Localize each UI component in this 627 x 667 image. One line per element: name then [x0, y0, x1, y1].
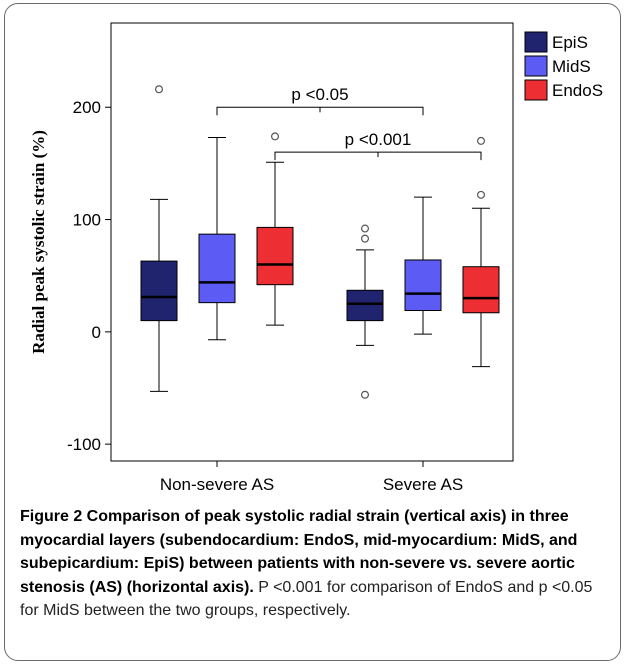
x-tick-label: Severe AS	[383, 475, 463, 494]
box-mids-1	[404, 196, 442, 335]
y-axis: -100 0 100 200	[67, 98, 111, 454]
outlier-point	[361, 224, 370, 233]
legend-label: MidS	[552, 57, 591, 76]
box-iqr	[256, 226, 294, 286]
significance-bracket-0: p <0.05	[216, 85, 424, 116]
y-axis-label: Radial peak systolic strain (%)	[29, 130, 48, 354]
box-series	[140, 85, 500, 399]
legend-item-endos: EndoS	[524, 79, 603, 101]
box-endos-1	[462, 136, 500, 368]
box-iqr	[404, 259, 442, 312]
box-endos-0	[256, 132, 294, 326]
outlier-point	[361, 390, 370, 399]
box-iqr	[462, 266, 500, 314]
y-tick-label: 0	[92, 323, 101, 342]
legend-swatch	[524, 55, 548, 77]
box-iqr	[140, 260, 178, 322]
legend-label: EpiS	[552, 33, 588, 52]
significance-label: p <0.001	[345, 130, 412, 149]
significance-bracket-1: p <0.001	[274, 130, 482, 161]
box-iqr	[198, 233, 236, 304]
outlier-point	[155, 85, 164, 94]
box-iqr	[346, 289, 384, 322]
legend-swatch	[524, 79, 548, 101]
x-tick-label: Non-severe AS	[160, 475, 274, 494]
legend-label: EndoS	[552, 81, 603, 100]
y-tick-label: 200	[73, 98, 101, 117]
plot-area	[110, 22, 514, 462]
box-mids-0	[198, 137, 236, 341]
caption-body: P <0.001 for comparison of EndoS and p <…	[20, 578, 593, 620]
figure-caption: Figure 2 Comparison of peak systolic rad…	[20, 505, 608, 623]
legend-swatch	[524, 31, 548, 53]
significance-label: p <0.05	[291, 85, 348, 104]
box-epis-0	[140, 85, 178, 392]
legend-item-mids: MidS	[524, 55, 591, 77]
box-epis-1	[346, 224, 384, 399]
y-tick-label: -100	[67, 435, 101, 454]
caption-title: Figure 2 Comparison of peak systolic rad…	[20, 508, 578, 596]
significance-annotations: p <0.05 p <0.001	[216, 85, 482, 161]
outlier-point	[477, 190, 486, 199]
x-axis: Non-severe AS Severe AS	[160, 461, 463, 494]
y-tick-label: 100	[73, 211, 101, 230]
outlier-point	[271, 132, 280, 141]
outlier-point	[477, 136, 486, 145]
boxplot-chart: -100 0 100 200 Non-severe AS Severe AS p <0.…	[29, 22, 603, 494]
legend-item-epis: EpiS	[524, 31, 588, 53]
legend: EpiS MidS EndoS	[524, 31, 603, 101]
outlier-point	[361, 234, 370, 243]
